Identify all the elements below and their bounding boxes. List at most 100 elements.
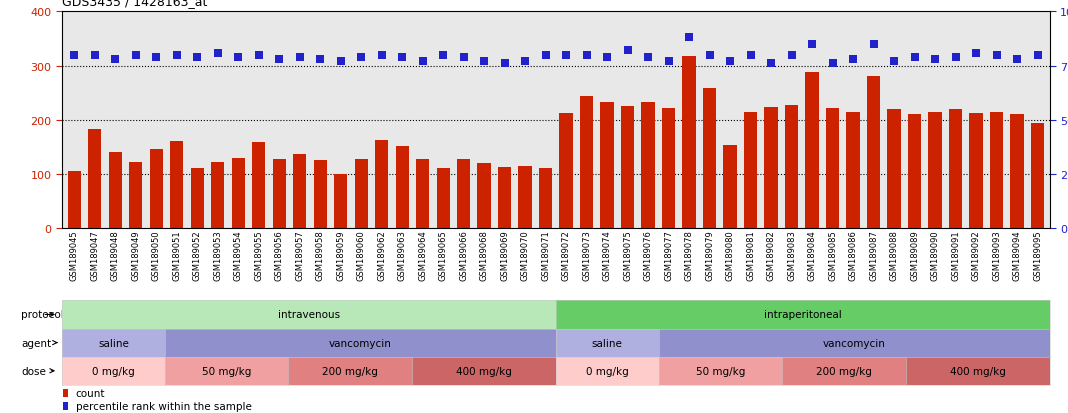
Point — [927, 57, 944, 63]
Point — [763, 61, 780, 68]
Bar — [232, 158, 245, 228]
Point — [988, 52, 1005, 59]
Text: intravenous: intravenous — [278, 310, 340, 320]
Point — [168, 52, 185, 59]
Point — [722, 59, 739, 65]
Point — [147, 55, 164, 61]
Point — [824, 61, 842, 68]
Point — [803, 41, 820, 48]
Point — [250, 52, 267, 59]
Point — [578, 52, 595, 59]
Bar — [765, 107, 778, 228]
Bar — [908, 115, 922, 228]
Point — [680, 35, 697, 42]
Bar — [1031, 124, 1045, 228]
Point — [783, 52, 800, 59]
Point — [312, 57, 329, 63]
Bar — [67, 172, 81, 228]
Text: saline: saline — [98, 338, 129, 348]
Point — [107, 57, 124, 63]
Point — [332, 59, 349, 65]
Text: dose: dose — [21, 366, 54, 376]
Point — [475, 59, 492, 65]
Point — [968, 50, 985, 57]
Text: 50 mg/kg: 50 mg/kg — [202, 366, 251, 376]
Bar — [826, 109, 839, 228]
Point — [414, 59, 431, 65]
Bar — [252, 143, 265, 228]
Bar — [518, 166, 532, 228]
Text: vancomycin: vancomycin — [822, 338, 885, 348]
Text: vancomycin: vancomycin — [329, 338, 392, 348]
Bar — [867, 77, 880, 228]
Bar — [417, 159, 429, 228]
Bar — [723, 146, 737, 228]
Text: intraperitoneal: intraperitoneal — [764, 310, 842, 320]
Point — [87, 52, 104, 59]
Point — [352, 55, 370, 61]
Point — [270, 57, 287, 63]
Bar — [600, 103, 614, 228]
Bar — [63, 389, 68, 397]
Point — [660, 59, 677, 65]
Point — [906, 55, 923, 61]
Bar — [314, 161, 327, 228]
Bar — [498, 167, 512, 228]
Bar — [334, 174, 347, 228]
Bar — [970, 114, 983, 228]
Text: GDS3435 / 1428163_at: GDS3435 / 1428163_at — [62, 0, 207, 8]
Bar — [437, 169, 450, 228]
Point — [209, 50, 226, 57]
Bar — [457, 159, 470, 228]
Bar — [395, 146, 409, 228]
Point — [517, 59, 534, 65]
Point — [292, 55, 309, 61]
Bar — [703, 88, 717, 228]
Point — [557, 52, 575, 59]
Bar — [88, 130, 101, 228]
Point — [865, 41, 882, 48]
Bar — [888, 109, 900, 228]
Bar — [580, 97, 594, 228]
Bar — [847, 112, 860, 228]
Bar — [682, 57, 695, 228]
Bar — [785, 105, 798, 228]
Point — [701, 52, 718, 59]
Bar — [150, 150, 163, 228]
Point — [394, 55, 411, 61]
Bar — [293, 154, 307, 228]
Bar — [662, 109, 675, 228]
Point — [373, 52, 390, 59]
Point — [127, 52, 144, 59]
Bar — [539, 169, 552, 228]
Bar — [211, 162, 224, 228]
Text: 0 mg/kg: 0 mg/kg — [586, 366, 629, 376]
Point — [497, 61, 514, 68]
Bar — [990, 112, 1003, 228]
Bar — [129, 162, 142, 228]
Point — [619, 48, 637, 55]
Text: 200 mg/kg: 200 mg/kg — [816, 366, 871, 376]
Point — [435, 52, 452, 59]
Point — [230, 55, 247, 61]
Point — [1028, 52, 1046, 59]
Point — [845, 57, 862, 63]
Bar — [928, 112, 942, 228]
Point — [640, 55, 657, 61]
Text: 50 mg/kg: 50 mg/kg — [696, 366, 745, 376]
Bar — [170, 142, 184, 228]
Point — [885, 59, 902, 65]
Bar — [621, 107, 634, 228]
Text: agent: agent — [21, 338, 57, 348]
Point — [189, 55, 206, 61]
Bar — [948, 109, 962, 228]
Text: 0 mg/kg: 0 mg/kg — [92, 366, 135, 376]
Point — [1008, 57, 1025, 63]
Bar — [272, 159, 286, 228]
Point — [947, 55, 964, 61]
Text: protocol: protocol — [21, 310, 64, 320]
Text: 400 mg/kg: 400 mg/kg — [456, 366, 512, 376]
Bar — [477, 164, 491, 228]
Text: 200 mg/kg: 200 mg/kg — [323, 366, 378, 376]
Bar — [560, 114, 572, 228]
